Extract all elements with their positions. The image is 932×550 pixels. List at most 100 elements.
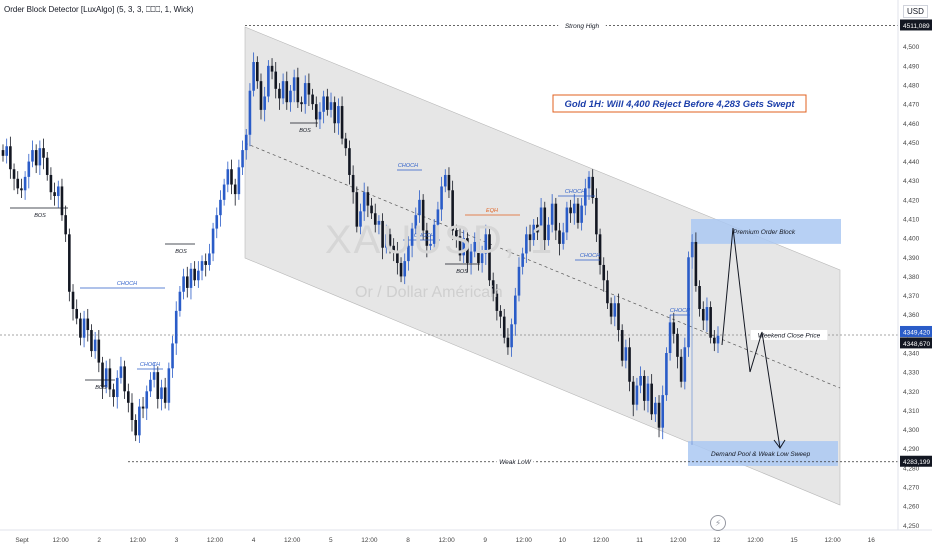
candle-body xyxy=(502,316,506,338)
price-tick-label: 4,290 xyxy=(903,446,920,453)
candle-body xyxy=(20,188,23,191)
candle-body xyxy=(366,192,370,206)
candle-body xyxy=(698,286,701,309)
price-axis[interactable]: 4,250 4,260 4,270 4,280 4,290 4,300 4,310 4,320… xyxy=(897,0,932,530)
candle-body xyxy=(303,83,307,105)
structure-label: BOS xyxy=(95,385,107,391)
candle-body xyxy=(517,266,521,296)
price-tick-label: 4,320 xyxy=(903,389,920,396)
candle-body xyxy=(668,322,672,354)
structure-label: EQH xyxy=(486,208,498,214)
structure-label: CHOCH xyxy=(398,163,418,169)
candle-body xyxy=(274,71,278,89)
candle-body xyxy=(584,188,587,206)
structure-label: BOS xyxy=(456,269,468,275)
candle-body xyxy=(93,339,97,352)
candle-body xyxy=(318,111,322,120)
level-label: Strong High xyxy=(565,23,600,30)
candle-body xyxy=(208,253,211,265)
candle-body xyxy=(348,148,351,175)
candle-body xyxy=(222,184,226,200)
candle-body xyxy=(657,402,661,428)
candle-body xyxy=(654,402,657,415)
candle-body xyxy=(270,65,274,72)
time-tick-label: 16 xyxy=(868,537,876,544)
time-tick-label: 12:00 xyxy=(516,537,533,544)
candle-body xyxy=(171,343,174,369)
price-tick-label: 4,500 xyxy=(903,44,920,51)
candle-body xyxy=(130,402,134,421)
candle-body xyxy=(458,236,462,256)
channel-midline xyxy=(244,142,841,389)
candle-body xyxy=(672,322,676,334)
projection-path xyxy=(691,227,786,449)
candle-body xyxy=(377,220,381,225)
candle-body xyxy=(79,318,82,338)
candle-body xyxy=(31,150,34,162)
structure-label: CHOCH xyxy=(414,233,434,239)
candle-body xyxy=(182,276,185,292)
lightning-icon[interactable]: ⚡ xyxy=(710,515,726,531)
candle-body xyxy=(241,150,244,168)
candle-body xyxy=(466,238,469,264)
candle-body xyxy=(16,178,20,189)
currency-badge[interactable]: USD xyxy=(903,5,928,18)
candle-body xyxy=(149,379,152,392)
candle-body xyxy=(388,234,392,246)
candle-body xyxy=(64,215,67,235)
structure-label: CHOCH xyxy=(140,362,160,368)
candle-body xyxy=(447,174,451,191)
indicator-label[interactable]: Order Block Detector [LuxAlgo] (5, 3, 3,… xyxy=(4,5,194,14)
candle-body xyxy=(536,224,539,233)
candle-body xyxy=(484,234,488,254)
structure-label: BOS xyxy=(299,128,311,134)
candle-body xyxy=(263,96,266,110)
candle-body xyxy=(384,234,388,248)
candle-body xyxy=(326,96,329,110)
price-tick-label: 4,360 xyxy=(903,312,920,319)
time-tick-label: 3 xyxy=(175,537,179,544)
candle-body xyxy=(278,88,281,99)
candle-body xyxy=(525,234,528,254)
price-tick-label: 4,390 xyxy=(903,255,920,262)
candle-body xyxy=(661,395,665,428)
candle-body xyxy=(396,251,399,264)
candle-body xyxy=(267,65,270,97)
price-tick-label: 4,280 xyxy=(903,465,920,472)
price-tick-label: 4,380 xyxy=(903,274,920,281)
candle-body xyxy=(591,176,594,198)
candle-body xyxy=(392,245,395,252)
candle-body xyxy=(248,90,252,135)
price-tick-label: 4,250 xyxy=(903,523,920,530)
candle-body xyxy=(469,251,473,264)
candle-body xyxy=(403,261,407,277)
candle-body xyxy=(609,303,613,317)
price-tick-label: 4,470 xyxy=(903,102,920,109)
candle-body xyxy=(399,263,403,277)
candle-body xyxy=(233,184,237,195)
time-tick-label: 12 xyxy=(713,537,721,544)
price-tick-label: 4,420 xyxy=(903,197,920,204)
candle-body xyxy=(97,339,101,363)
channel-body xyxy=(244,26,841,506)
time-tick-label: 12:00 xyxy=(361,537,378,544)
candle-body xyxy=(410,228,414,246)
candle-body xyxy=(606,280,609,304)
price-tick-label: 4,300 xyxy=(903,427,920,434)
candle-body xyxy=(178,291,182,311)
watermark-name: Or / Dollar Américain xyxy=(355,284,503,301)
candle-body xyxy=(193,268,196,281)
time-axis[interactable]: Sept 12:00 2 12:00 3 12:00 4 12:00 5 12:00 8 12:00 9… xyxy=(0,529,932,544)
candle-body xyxy=(491,280,495,294)
price-tick-label: 4,440 xyxy=(903,159,920,166)
price-tag xyxy=(900,19,932,31)
projection-arrow-icon xyxy=(773,439,786,449)
candle-body xyxy=(292,77,296,91)
price-tag xyxy=(900,455,932,467)
candle-body xyxy=(694,241,698,286)
candle-body xyxy=(252,62,255,91)
candle-body xyxy=(554,203,558,231)
candle-body xyxy=(462,238,465,256)
structure-label: CHOCH xyxy=(670,308,690,314)
